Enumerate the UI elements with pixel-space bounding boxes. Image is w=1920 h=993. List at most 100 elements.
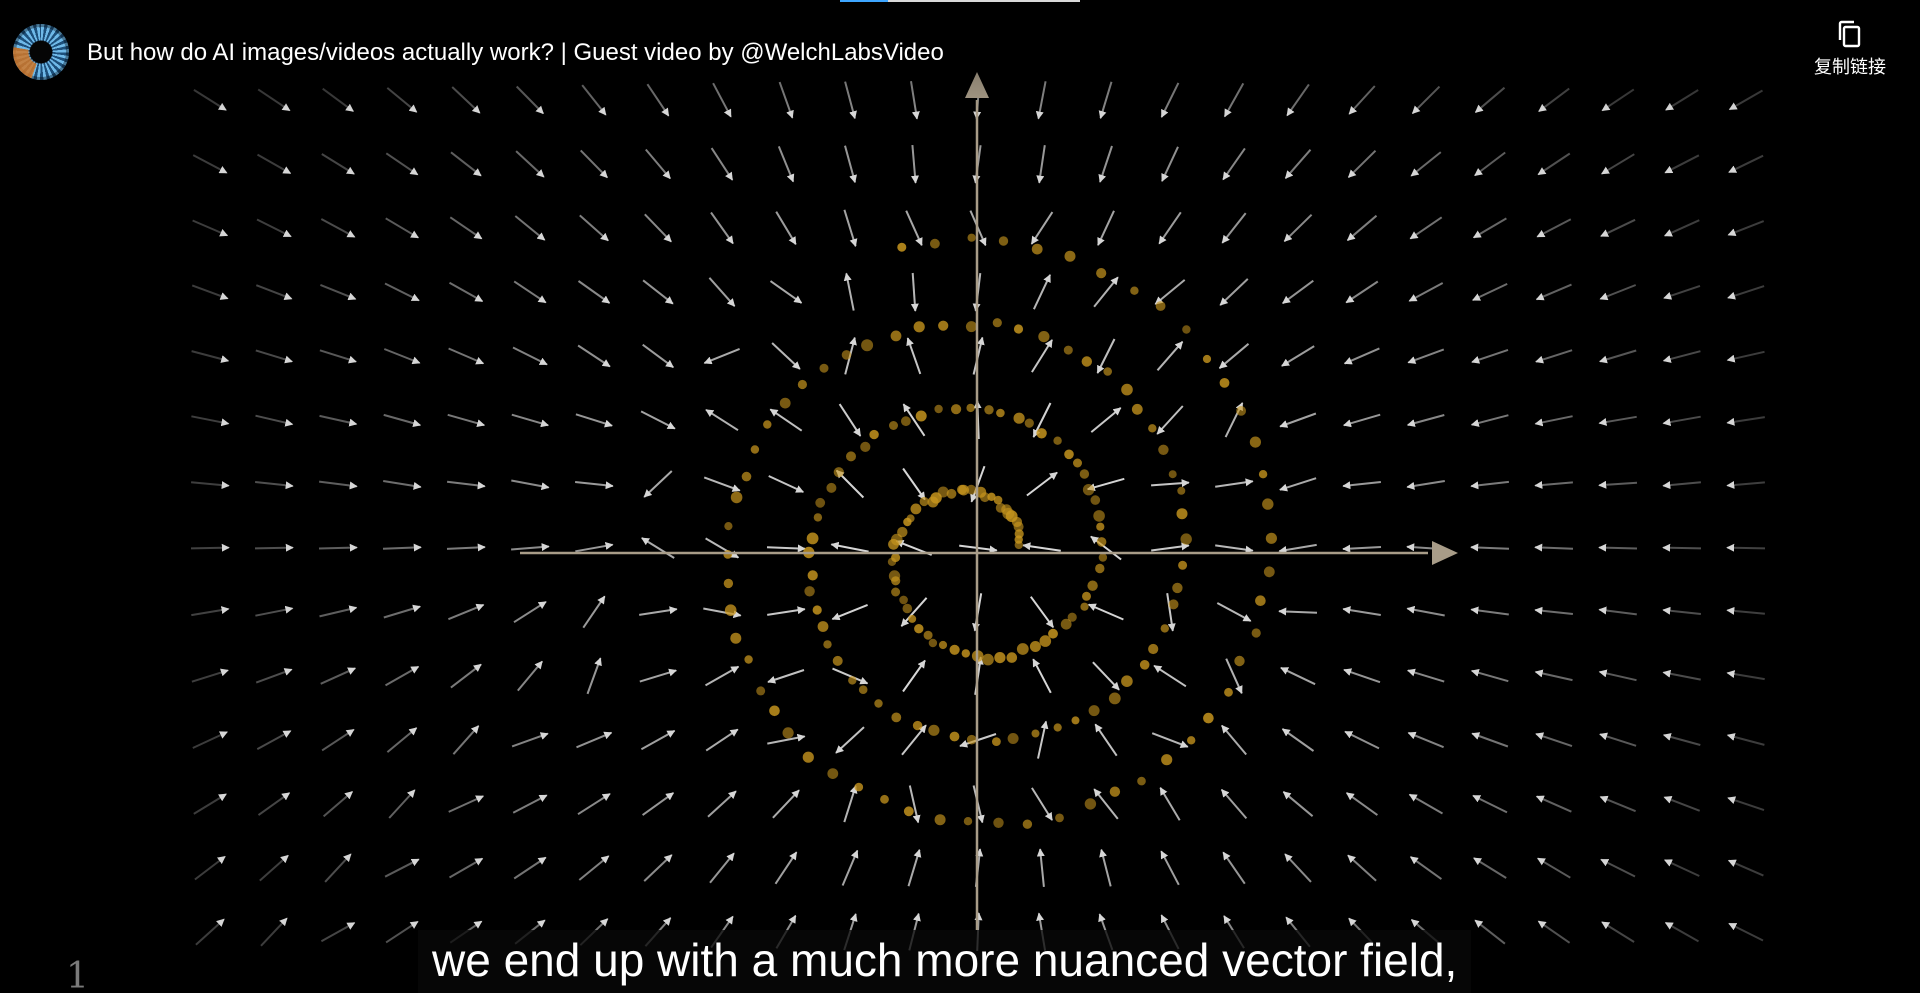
field-arrow: [1472, 794, 1508, 814]
field-arrow: [1151, 542, 1190, 552]
field-arrow: [1153, 664, 1187, 688]
particle: [908, 614, 917, 623]
field-arrow: [1221, 212, 1247, 244]
field-arrow: [1662, 350, 1701, 363]
field-arrow: [1536, 218, 1572, 238]
channel-avatar[interactable]: [13, 24, 69, 80]
field-arrow: [1348, 85, 1376, 115]
field-arrow: [577, 792, 611, 816]
field-arrow: [1728, 89, 1763, 111]
field-arrow: [320, 283, 357, 301]
particle: [1053, 723, 1062, 732]
particle: [1161, 754, 1173, 766]
field-arrow: [1471, 348, 1509, 364]
field-arrow: [1406, 414, 1445, 427]
particle: [949, 731, 960, 742]
field-arrow: [708, 277, 736, 307]
field-arrow: [514, 215, 546, 241]
field-arrow: [1342, 544, 1382, 553]
field-arrow: [1407, 731, 1444, 749]
particle: [1087, 580, 1098, 591]
field-arrow: [1662, 733, 1701, 746]
field-arrow: [901, 724, 927, 756]
field-arrow: [640, 729, 676, 751]
field-arrow: [707, 790, 737, 818]
field-arrow: [1347, 149, 1377, 179]
particle: [1084, 798, 1097, 810]
particle: [806, 532, 819, 545]
field-arrow: [1473, 857, 1507, 879]
particle: [887, 557, 897, 566]
field-arrow: [830, 541, 869, 553]
field-arrow: [1223, 82, 1245, 118]
field-arrow: [1599, 732, 1637, 747]
field-arrow: [1098, 145, 1113, 183]
particle: [1007, 733, 1019, 744]
particle: [1080, 602, 1089, 611]
field-arrow: [1537, 920, 1571, 944]
particle: [913, 321, 925, 333]
copy-link-button[interactable]: 复制链接: [1800, 18, 1900, 88]
particle: [724, 522, 733, 531]
caption-window: we end up with a much more nuanced vecto…: [418, 930, 1472, 993]
particle: [949, 644, 960, 655]
field-arrow: [254, 481, 294, 490]
field-arrow: [449, 857, 484, 879]
field-arrow: [705, 537, 740, 559]
field-arrow: [1664, 921, 1699, 943]
field-arrow: [1347, 854, 1377, 882]
field-arrow: [1160, 82, 1180, 118]
field-arrow: [1726, 350, 1765, 363]
field-arrow: [1156, 405, 1184, 435]
particle: [750, 445, 760, 454]
particle: [1096, 537, 1107, 547]
particle: [891, 712, 902, 723]
field-arrow: [582, 595, 606, 629]
field-arrow: [1662, 606, 1702, 615]
field-arrow: [843, 785, 858, 823]
field-arrow: [1215, 478, 1254, 488]
field-arrow: [1156, 341, 1184, 371]
particle: [1172, 582, 1183, 594]
particle: [1203, 712, 1214, 724]
field-arrow: [320, 921, 356, 943]
particle: [957, 484, 967, 495]
field-arrow: [255, 414, 294, 427]
particle: [966, 403, 975, 413]
field-arrow: [575, 413, 613, 428]
particle: [1055, 813, 1064, 823]
field-arrow: [256, 730, 292, 750]
field-arrow: [1282, 791, 1314, 817]
progress-bar[interactable]: [840, 0, 1080, 2]
video-title[interactable]: But how do AI images/videos actually wor…: [87, 39, 944, 66]
field-arrow: [577, 344, 611, 368]
particle: [1263, 566, 1275, 578]
field-arrow: [1728, 922, 1764, 942]
field-arrow: [1281, 345, 1315, 367]
particle: [1088, 705, 1100, 717]
particle: [995, 503, 1006, 513]
particle: [914, 624, 924, 634]
particle-cloud: [723, 233, 1277, 829]
particle: [1048, 628, 1058, 639]
field-arrow: [841, 849, 859, 886]
particle: [1258, 470, 1268, 479]
field-arrow: [324, 853, 352, 883]
field-arrow: [835, 726, 865, 754]
particle: [1022, 819, 1033, 829]
field-arrow: [512, 346, 548, 366]
particle: [1234, 655, 1245, 667]
field-arrow: [1726, 481, 1765, 489]
particle: [1081, 356, 1093, 367]
field-arrow: [1407, 348, 1445, 364]
field-arrow: [1406, 605, 1445, 617]
particle: [1155, 301, 1166, 311]
field-arrow: [194, 855, 226, 881]
field-arrow: [1599, 349, 1637, 364]
particle: [858, 685, 868, 694]
particle: [899, 595, 908, 605]
field-arrow: [1036, 145, 1046, 184]
particle: [912, 720, 923, 731]
particle: [891, 587, 901, 597]
